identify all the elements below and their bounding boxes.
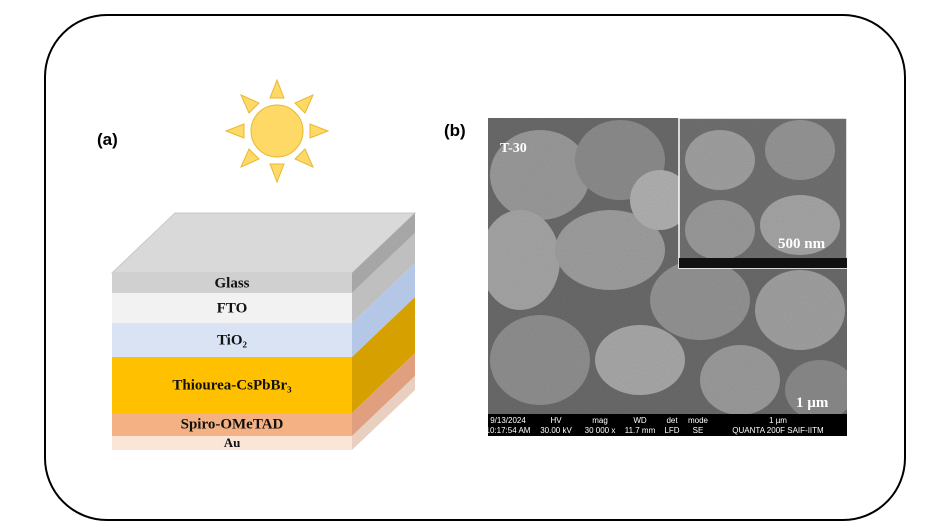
panel-label: (a) xyxy=(97,130,118,149)
device-stack: Glass FTO TiO₂ Thiourea-CsPbBr₃ Spiro-OM… xyxy=(110,212,417,450)
sun xyxy=(224,78,330,184)
info-text: 1 µm xyxy=(769,416,787,425)
info-text: 30 000 x xyxy=(585,426,616,435)
frame xyxy=(44,14,906,521)
layer-label: Au xyxy=(224,435,241,450)
layer-label: TiO₂ xyxy=(217,332,248,348)
scale-label: 1 µm xyxy=(796,395,829,411)
info-text: mode xyxy=(688,416,709,425)
info-text: WD xyxy=(633,416,647,425)
info-text: 30.00 kV xyxy=(540,426,572,435)
info-text: LFD xyxy=(664,426,679,435)
info-text: HV xyxy=(550,416,562,425)
info-text: 9/13/2024 xyxy=(490,416,526,425)
layer-label: Thiourea-CsPbBr₃ xyxy=(172,377,292,393)
info-text: det xyxy=(666,416,678,425)
scale-label: 500 nm xyxy=(778,236,826,252)
panel-label: (b) xyxy=(444,121,466,140)
sample-label: T-30 xyxy=(500,141,527,156)
info-text: 11.7 mm xyxy=(625,426,656,435)
layer-label: FTO xyxy=(217,300,248,316)
info-text: 10:17:54 AM xyxy=(486,426,531,435)
info-text: QUANTA 200F SAIF-IITM xyxy=(732,426,824,435)
info-text: SE xyxy=(693,426,704,435)
layer-label: Spiro-OMeTAD xyxy=(181,416,284,432)
layer-label: Glass xyxy=(214,275,249,291)
info-text: mag xyxy=(592,416,608,425)
